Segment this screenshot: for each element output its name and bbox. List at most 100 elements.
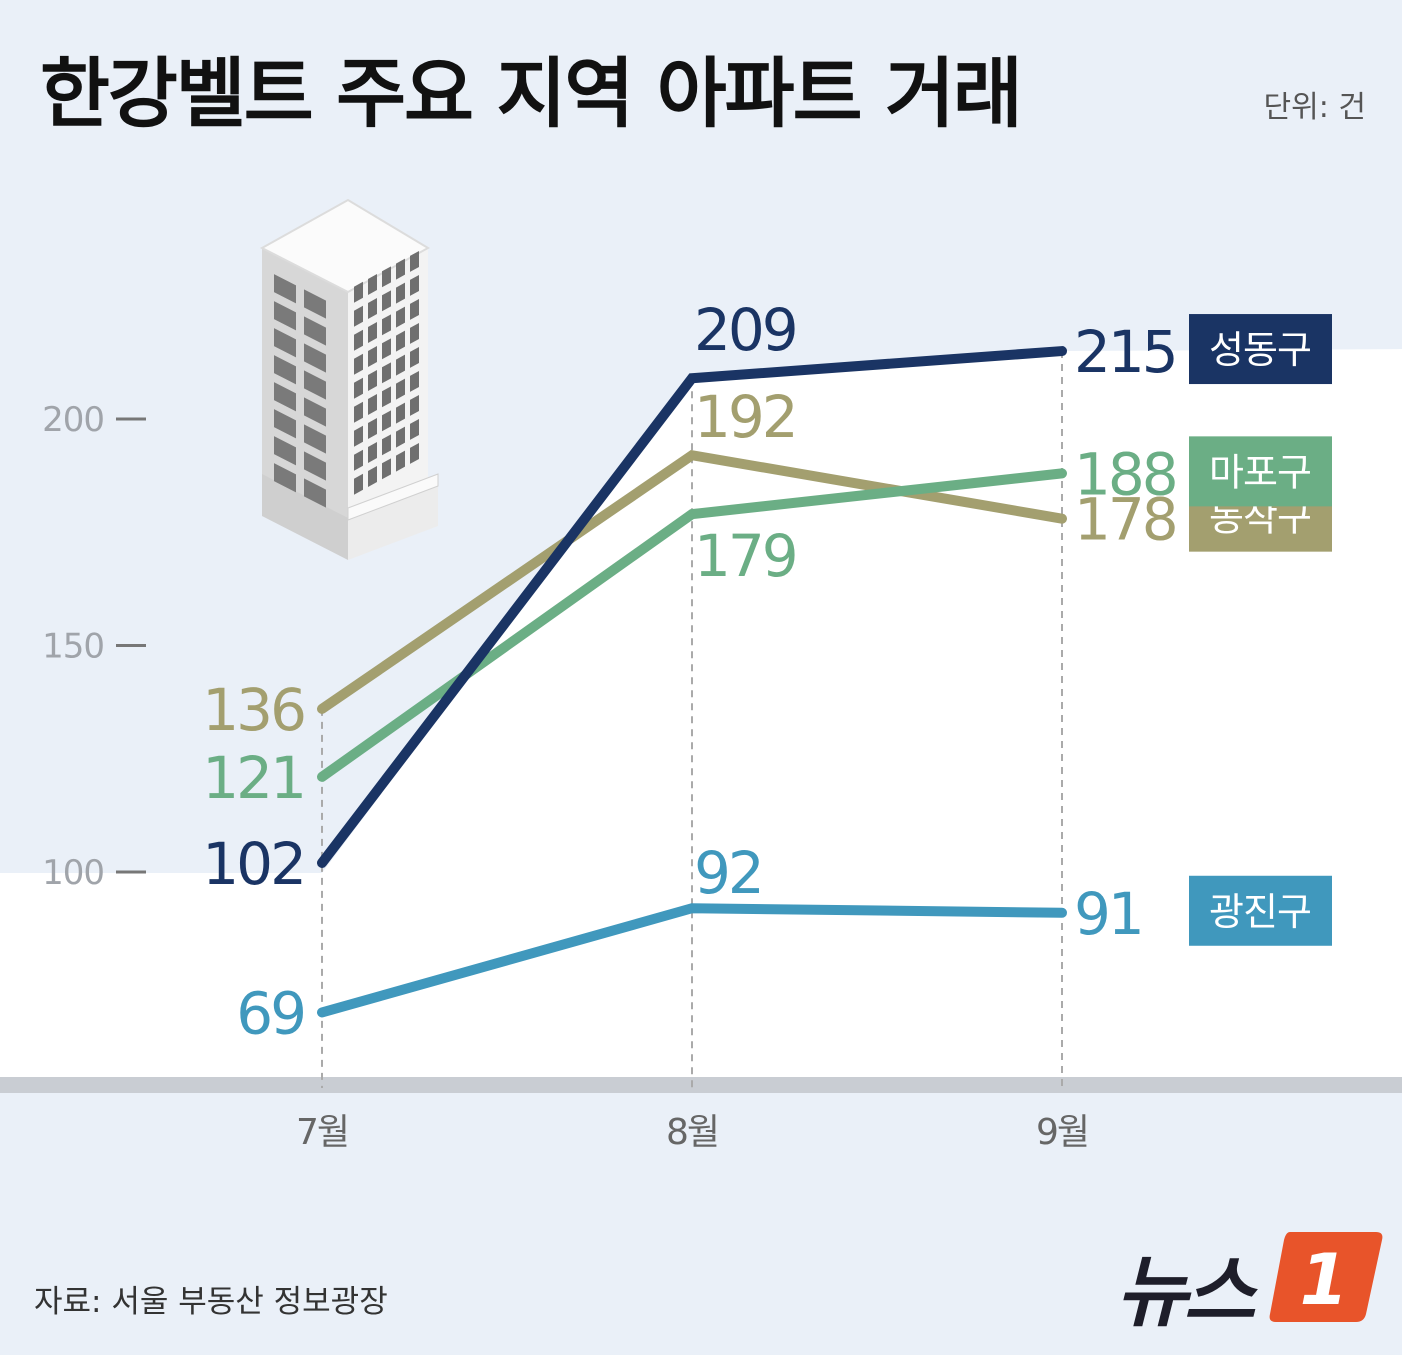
building-window bbox=[410, 322, 419, 344]
legend-label: 광진구 bbox=[1209, 890, 1311, 934]
legend-swatch bbox=[1189, 436, 1332, 507]
building-window bbox=[354, 473, 363, 495]
legend-label: 마포구 bbox=[1209, 450, 1311, 494]
building-window bbox=[304, 289, 326, 319]
building-window bbox=[382, 410, 391, 432]
building-window bbox=[396, 426, 405, 448]
building-window bbox=[368, 418, 377, 439]
baseline bbox=[0, 1077, 1402, 1093]
logo-text: 뉴스 bbox=[1116, 1248, 1256, 1338]
x-tick-label: 9월 bbox=[1036, 1112, 1088, 1153]
y-tick-label: 200 bbox=[42, 400, 104, 440]
data-label: 178 bbox=[1074, 486, 1176, 554]
building-window bbox=[382, 290, 391, 312]
series-line-동작구 bbox=[317, 449, 1067, 714]
building-window bbox=[382, 338, 391, 360]
building-window bbox=[304, 451, 326, 481]
building-window bbox=[396, 354, 405, 376]
building-window bbox=[354, 449, 363, 471]
building-window bbox=[368, 370, 377, 391]
building-window bbox=[382, 314, 391, 336]
building-window bbox=[304, 316, 326, 346]
building-window bbox=[410, 394, 419, 416]
legend-item-마포구: 마포구 bbox=[1189, 436, 1332, 507]
y-tick-label: 100 bbox=[42, 853, 104, 893]
data-label: 192 bbox=[694, 383, 796, 451]
unit-label: 단위: 건 bbox=[1263, 90, 1366, 125]
building-window bbox=[396, 330, 405, 352]
building-window bbox=[368, 394, 377, 415]
building-window bbox=[410, 298, 419, 320]
building-window bbox=[304, 397, 326, 427]
building-window bbox=[410, 418, 419, 440]
building-window bbox=[354, 353, 363, 375]
building-window bbox=[354, 425, 363, 447]
building-window bbox=[410, 370, 419, 392]
building-window bbox=[368, 322, 377, 343]
data-label: 136 bbox=[202, 676, 304, 744]
series-line-성동구 bbox=[317, 346, 1067, 868]
building-window bbox=[396, 450, 405, 472]
data-label: 209 bbox=[694, 296, 796, 364]
building-window bbox=[274, 274, 296, 304]
series-line-광진구 bbox=[317, 903, 1067, 1018]
building-window bbox=[410, 274, 419, 296]
x-tick-label: 8월 bbox=[666, 1112, 718, 1153]
data-label: 91 bbox=[1074, 880, 1142, 948]
building-window bbox=[368, 466, 377, 487]
data-label: 92 bbox=[694, 839, 762, 907]
building-window bbox=[410, 250, 419, 272]
building-window bbox=[368, 346, 377, 367]
news1-logo: 뉴스 1 bbox=[1116, 1226, 1386, 1338]
building-window bbox=[274, 328, 296, 358]
data-label: 188 bbox=[1074, 440, 1176, 508]
building-window bbox=[274, 409, 296, 439]
building-window bbox=[274, 382, 296, 412]
legend-item-성동구: 성동구 bbox=[1189, 314, 1332, 385]
logo-badge: 1 bbox=[1269, 1232, 1383, 1322]
data-label: 215 bbox=[1074, 318, 1176, 386]
building-window bbox=[274, 355, 296, 385]
building-icon bbox=[259, 198, 439, 560]
chart-title: 한강벨트 주요 지역 아파트 거래 bbox=[40, 49, 1023, 138]
source-label: 자료: 서울 부동산 정보광장 bbox=[34, 1284, 388, 1320]
legend-item-광진구: 광진구 bbox=[1189, 875, 1332, 946]
building-window bbox=[368, 442, 377, 463]
building-window bbox=[396, 378, 405, 400]
data-label: 102 bbox=[202, 830, 304, 898]
x-tick-label: 7월 bbox=[296, 1112, 348, 1153]
data-label: 121 bbox=[202, 744, 304, 812]
legend-label: 성동구 bbox=[1209, 328, 1311, 372]
building-window bbox=[304, 343, 326, 373]
building-window bbox=[304, 424, 326, 454]
building-window bbox=[354, 377, 363, 399]
building-window bbox=[304, 370, 326, 400]
y-tick-label: 150 bbox=[42, 627, 104, 667]
legend-swatch bbox=[1189, 875, 1332, 946]
building-window bbox=[410, 442, 419, 464]
building-window bbox=[410, 346, 419, 368]
logo-badge-number: 1 bbox=[1300, 1239, 1349, 1321]
building-window bbox=[354, 329, 363, 351]
building-window bbox=[354, 281, 363, 303]
building-window bbox=[368, 274, 377, 295]
building-window bbox=[382, 434, 391, 456]
building-window bbox=[382, 458, 391, 480]
building-window bbox=[396, 282, 405, 304]
building-window bbox=[368, 298, 377, 319]
building-window bbox=[382, 266, 391, 288]
legend-swatch bbox=[1189, 314, 1332, 385]
building-window bbox=[304, 478, 326, 508]
building-window bbox=[396, 306, 405, 328]
building-window bbox=[274, 436, 296, 466]
building-window bbox=[274, 463, 296, 493]
series-line-마포구 bbox=[317, 468, 1067, 782]
data-label: 69 bbox=[236, 979, 304, 1047]
building-window bbox=[396, 258, 405, 280]
building-window bbox=[354, 305, 363, 327]
plot-area bbox=[0, 349, 1402, 1077]
building-window bbox=[396, 402, 405, 424]
data-label: 179 bbox=[694, 522, 796, 590]
building-window bbox=[354, 401, 363, 423]
building-window bbox=[274, 301, 296, 331]
